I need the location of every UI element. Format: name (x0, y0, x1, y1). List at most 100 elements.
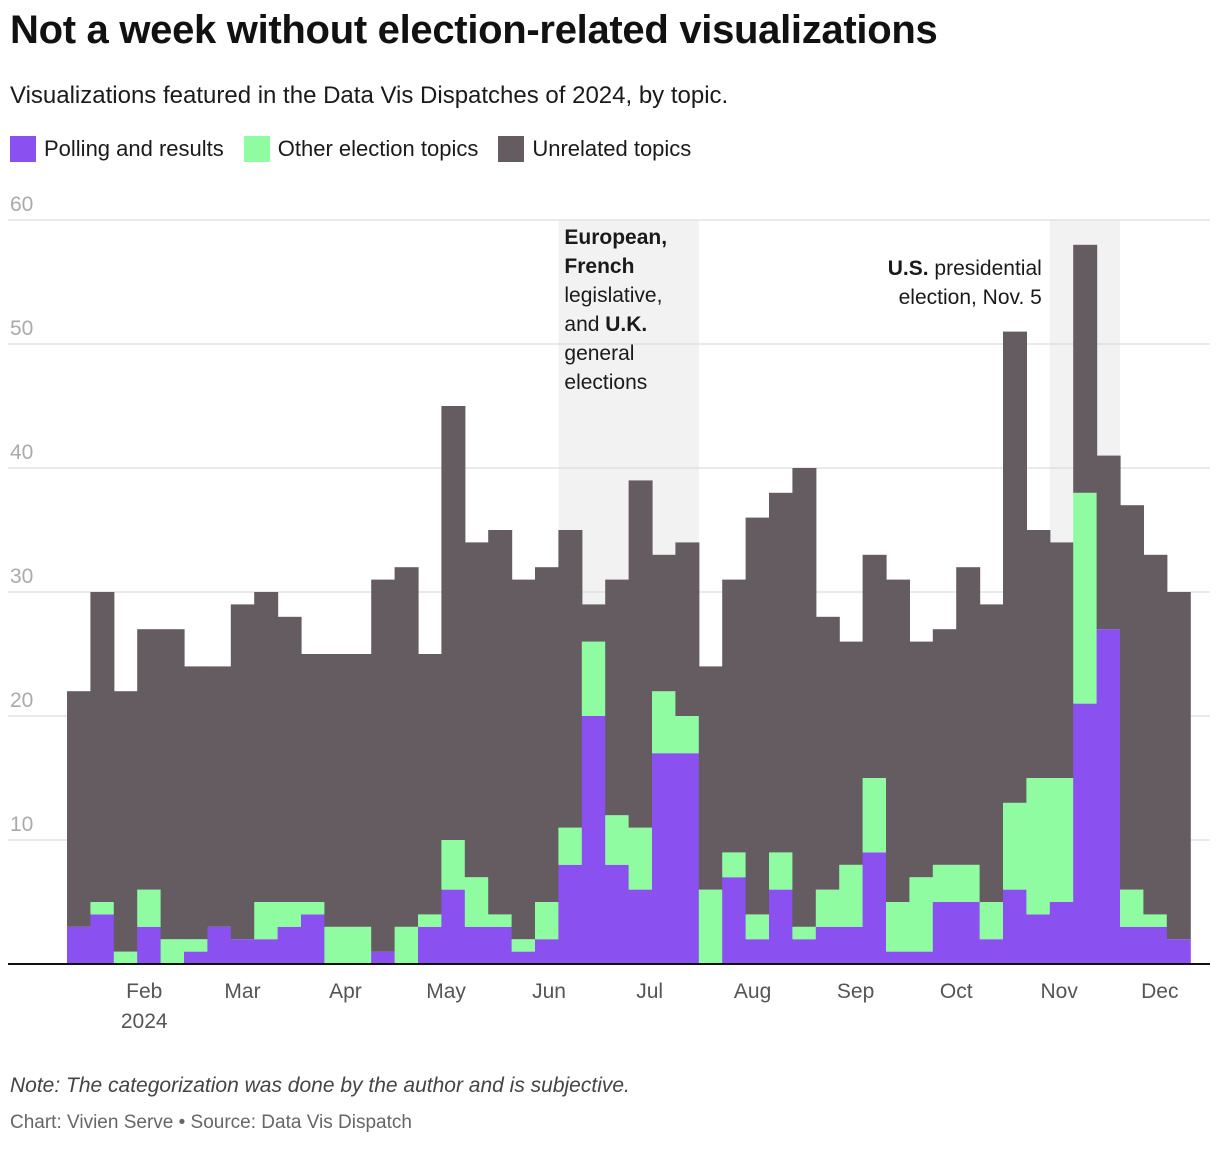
x-tick-label-aug: Aug (734, 980, 771, 1003)
x-tick-label-sep: Sep (837, 980, 874, 1003)
bar-other-week-19 (488, 914, 513, 927)
bar-other-week-10 (277, 902, 302, 927)
bar-polling-week-6 (184, 951, 208, 964)
bar-polling-week-33 (815, 926, 840, 964)
bar-unrelated-week-37 (909, 641, 934, 878)
bar-other-week-36 (886, 902, 910, 952)
bar-other-week-46 (1120, 889, 1144, 927)
bar-polling-week-23 (581, 716, 606, 964)
y-tick-label-50: 50 (10, 317, 33, 340)
bar-other-week-47 (1143, 914, 1168, 927)
bar-unrelated-week-32 (792, 468, 817, 927)
bar-polling-week-21 (535, 939, 559, 964)
bar-unrelated-week-5 (160, 629, 185, 940)
bar-other-week-44 (1073, 492, 1098, 704)
annotations: European, French legislative, and U.K. gener… (564, 226, 1041, 394)
bar-polling-week-32 (792, 939, 817, 964)
bar-polling-week-18 (464, 926, 489, 964)
bar-unrelated-week-13 (347, 654, 372, 927)
bar-unrelated-week-35 (862, 554, 887, 778)
bar-unrelated-week-25 (628, 480, 653, 828)
bar-other-week-43 (1049, 778, 1074, 902)
annotation-europe-span: legislative, (564, 284, 662, 307)
bar-polling-week-26 (652, 753, 676, 964)
x-tick-label-may: May (426, 980, 466, 1003)
bar-unrelated-week-21 (535, 567, 559, 902)
bar-unrelated-week-43 (1049, 542, 1074, 778)
bar-unrelated-week-2 (90, 592, 115, 902)
bar-other-week-24 (605, 815, 630, 865)
bar-unrelated-week-33 (815, 616, 840, 890)
bar-other-week-26 (652, 691, 676, 754)
bar-other-week-38 (932, 864, 957, 902)
bar-polling-week-19 (488, 926, 513, 964)
bar-unrelated-week-41 (1003, 331, 1027, 803)
bar-other-week-2 (90, 902, 115, 915)
bar-other-week-12 (324, 926, 349, 964)
bar-polling-week-42 (1026, 914, 1051, 964)
bar-unrelated-week-46 (1120, 505, 1144, 890)
bar-other-week-28 (698, 889, 723, 964)
bar-other-week-20 (511, 939, 536, 952)
bar-unrelated-week-45 (1096, 455, 1121, 630)
annotation-europe-span: European, (564, 226, 667, 249)
annotation-us-span: presidential (929, 257, 1042, 280)
bar-unrelated-week-30 (745, 517, 770, 915)
legend-swatch-unrelated (498, 136, 525, 162)
bar-polling-week-43 (1049, 902, 1074, 964)
chart-subtitle: Visualizations featured in the Data Vis … (10, 82, 729, 109)
bar-unrelated-week-24 (605, 579, 630, 816)
legend-label-unrelated: Unrelated topics (532, 136, 692, 161)
annotation-europe-line-4: and U.K. (564, 313, 647, 336)
bar-unrelated-week-40 (979, 604, 1004, 902)
bar-polling-week-14 (371, 951, 396, 964)
bar-polling-week-41 (1003, 889, 1027, 964)
bar-unrelated-week-36 (886, 579, 910, 902)
bar-polling-week-29 (722, 877, 747, 964)
bar-other-week-33 (815, 889, 840, 927)
bar-unrelated-week-18 (464, 542, 489, 878)
legend-label-other: Other election topics (277, 136, 479, 161)
annotation-europe-span: U.K. (605, 313, 647, 336)
bar-other-week-11 (301, 902, 325, 915)
bar-unrelated-week-9 (254, 592, 279, 902)
bar-other-week-15 (394, 926, 419, 964)
bar-polling-week-36 (886, 951, 910, 964)
bar-other-week-18 (464, 877, 489, 927)
bar-polling-week-44 (1073, 703, 1098, 964)
bar-polling-week-16 (418, 926, 442, 964)
bar-unrelated-week-48 (1166, 592, 1191, 940)
bar-polling-week-11 (301, 914, 325, 964)
bar-unrelated-week-34 (839, 641, 864, 865)
bar-other-week-34 (839, 864, 864, 927)
bar-polling-week-2 (90, 914, 115, 964)
bar-unrelated-week-26 (652, 554, 676, 692)
y-tick-label-20: 20 (10, 689, 33, 712)
bar-unrelated-week-10 (277, 616, 302, 902)
bar-other-week-31 (769, 852, 793, 890)
legend-swatch-other (243, 136, 270, 162)
bar-polling-week-39 (956, 902, 981, 964)
annotation-europe-span: general (564, 342, 634, 365)
bar-other-week-17 (441, 840, 466, 890)
chart-title: Not a week without election-related visu… (10, 8, 938, 52)
x-tick-label-mar: Mar (224, 980, 260, 1003)
bar-unrelated-week-29 (722, 579, 747, 853)
bar-other-week-3 (113, 951, 138, 964)
bar-other-week-29 (722, 852, 747, 878)
legend-item-other: Other election topics (243, 136, 479, 162)
x-tick-label-apr: Apr (329, 980, 362, 1003)
bar-polling-week-17 (441, 889, 466, 964)
bar-unrelated-week-31 (769, 492, 793, 853)
x-tick-label-oct: Oct (940, 980, 973, 1003)
bar-polling-week-30 (745, 939, 770, 964)
bar-polling-week-22 (558, 864, 583, 964)
bar-other-week-35 (862, 778, 887, 853)
bar-polling-week-37 (909, 951, 934, 964)
bar-unrelated-week-23 (581, 604, 606, 642)
bar-polling-week-34 (839, 926, 864, 964)
bar-polling-week-10 (277, 926, 302, 964)
annotation-us-span: U.S. (888, 257, 929, 280)
bar-polling-week-24 (605, 864, 630, 964)
x-tick-label-feb: Feb (126, 980, 162, 1003)
